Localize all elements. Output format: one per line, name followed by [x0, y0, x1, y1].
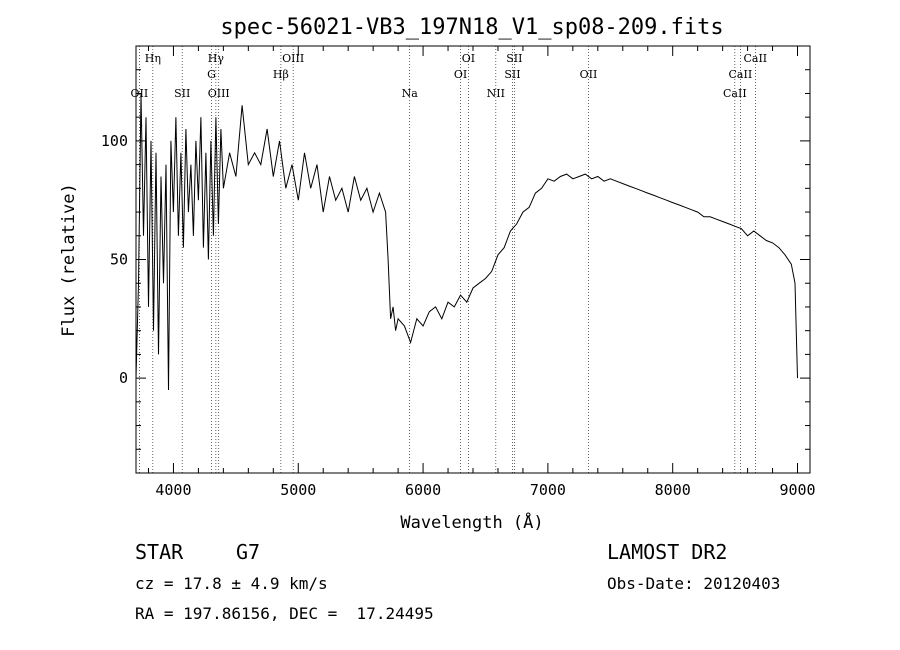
marker-label-7: Hβ: [273, 68, 289, 81]
marker-label-9: OI: [462, 52, 475, 65]
marker-label-1: Hη: [145, 52, 161, 65]
redshift-velocity: cz = 17.8 ± 4.9 km/s: [135, 574, 328, 593]
marker-label-13: SII: [504, 68, 520, 81]
marker-label-14: OII: [580, 68, 598, 81]
observation-date: Obs-Date: 20120403: [607, 574, 781, 593]
marker-label-17: CaII: [723, 87, 747, 100]
x-tick-label-4: 8000: [655, 481, 691, 499]
marker-label-6: OIII: [282, 52, 304, 65]
x-axis-label: Wavelength (Å): [400, 511, 543, 533]
coordinates: RA = 197.86156, DEC = 17.24495: [135, 604, 434, 623]
y-tick-label-1: 50: [110, 251, 128, 269]
spectrum-series-line: [135, 93, 798, 391]
marker-label-3: Hγ: [208, 52, 225, 65]
marker-label-4: G: [207, 68, 216, 81]
x-tick-label-3: 7000: [530, 481, 566, 499]
y-tick-label-0: 0: [119, 369, 128, 387]
object-subclass: G7: [236, 540, 261, 564]
x-tick-label-2: 6000: [405, 481, 441, 499]
marker-label-11: NII: [487, 87, 505, 100]
axis-ticks: [136, 45, 810, 474]
chart-title: spec-56021-VB3_197N18_V1_sp08-209.fits: [220, 15, 723, 40]
x-tick-label-0: 4000: [155, 481, 191, 499]
marker-label-12: SII: [506, 52, 522, 65]
marker-label-16: CaII: [729, 68, 753, 81]
y-tick-label-2: 100: [101, 132, 128, 150]
marker-label-8: Na: [402, 87, 419, 100]
plot-frame: [135, 45, 811, 474]
axis-tick-labels: 4000 5000 6000 7000 8000 9000 0 50 100: [101, 132, 816, 499]
y-axis-label: Flux (relative): [59, 183, 79, 337]
marker-label-5: OIII: [208, 87, 230, 100]
marker-label-15: CaII: [743, 52, 767, 65]
x-tick-label-1: 5000: [280, 481, 316, 499]
x-tick-label-5: 9000: [779, 481, 815, 499]
marker-label-2: SII: [174, 87, 190, 100]
survey-name: LAMOST DR2: [607, 540, 728, 564]
object-class: STAR: [135, 540, 184, 564]
marker-label-10: OI: [454, 68, 467, 81]
